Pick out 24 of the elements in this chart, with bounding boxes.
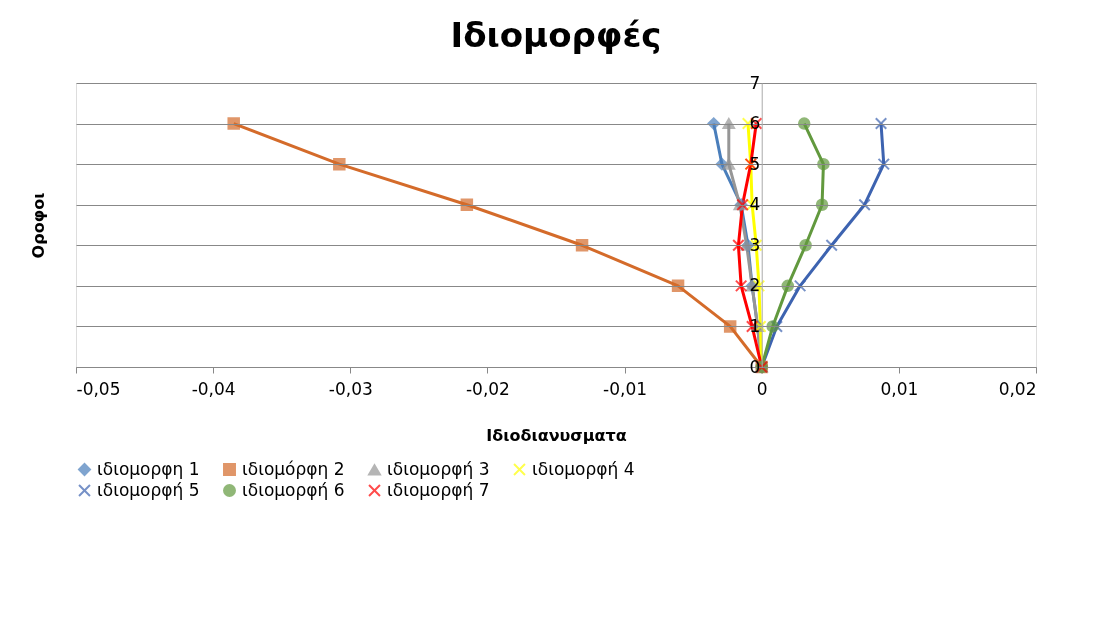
y-tick-label: 7 bbox=[749, 72, 761, 93]
y-tick-label: 4 bbox=[749, 194, 761, 215]
y-tick-label: 2 bbox=[749, 275, 761, 296]
x-tick-label: -0,05 bbox=[76, 378, 121, 399]
x-tick-label: -0,01 bbox=[603, 378, 648, 399]
x-tick-label: 0,01 bbox=[880, 378, 919, 399]
y-tick-label: 1 bbox=[749, 315, 761, 336]
legend-label: ιδιομορφη 1 bbox=[97, 458, 200, 479]
y-tick-label: 0 bbox=[749, 356, 761, 377]
legend-label: ιδιομορφή 7 bbox=[387, 479, 490, 500]
legend-label: ιδιομορφή 6 bbox=[242, 479, 345, 500]
legend-label: ιδιομορφή 3 bbox=[387, 458, 490, 479]
x-tick-label: 0,02 bbox=[998, 378, 1037, 399]
x-tick-label: -0,03 bbox=[328, 378, 373, 399]
y-tick-label: 5 bbox=[749, 153, 761, 174]
legend-label: ιδιομορφή 5 bbox=[97, 479, 200, 500]
x-tick-label: -0,04 bbox=[191, 378, 236, 399]
x-tick-label: -0,02 bbox=[465, 378, 510, 399]
x-axis-title: Ιδιοδιανυσματα bbox=[486, 425, 627, 445]
legend-label: ιδιομόρφη 2 bbox=[242, 458, 345, 479]
y-axis-title: Οροφοι bbox=[28, 192, 48, 259]
y-tick-label: 3 bbox=[749, 234, 761, 255]
chart-title: Ιδιομορφές bbox=[450, 15, 662, 55]
legend-label: ιδιομορφή 4 bbox=[532, 458, 635, 479]
